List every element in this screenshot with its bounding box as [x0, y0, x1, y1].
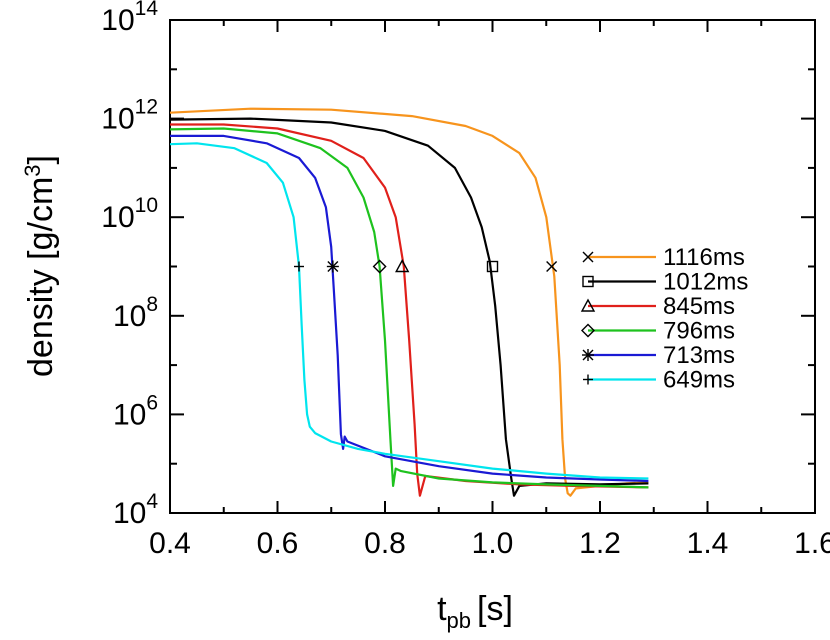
legend-label: 1012ms — [663, 269, 748, 296]
y-axis-ticks: 104 106 108 1010 1012 1014 — [101, 0, 815, 530]
x-tick-label: 0.8 — [364, 527, 406, 560]
legend-label: 649ms — [663, 367, 735, 394]
series-line-649ms — [170, 142, 649, 480]
y-tick-label: 106 — [113, 391, 158, 431]
legend-marker — [582, 349, 594, 361]
data-marker-1012ms — [486, 260, 499, 273]
x-tick-label: 1.0 — [472, 527, 514, 560]
series-markers — [294, 259, 558, 274]
y-axis-title-superscript: 3 — [20, 164, 45, 176]
y-tick-label: 1014 — [101, 0, 158, 37]
y-axis-title-main: density [g/cm — [22, 177, 60, 377]
data-marker-713ms — [326, 260, 339, 273]
y-tick-label: 104 — [113, 490, 158, 530]
x-tick-label: 0.4 — [149, 527, 191, 560]
y-axis-title: density [g/cm3] — [20, 155, 60, 377]
x-tick-label: 1.6 — [794, 527, 830, 560]
legend-item: 845ms — [580, 293, 735, 320]
legend-label: 845ms — [663, 293, 735, 320]
x-axis-ticks: 0.4 0.6 0.8 1.0 1.2 1.4 1.6 — [149, 20, 830, 560]
x-tick-label: 0.6 — [257, 527, 299, 560]
series-line-845ms — [170, 123, 649, 497]
legend-item: 1012ms — [582, 269, 748, 296]
legend-item: 649ms — [583, 367, 735, 394]
legend-marker — [581, 323, 595, 338]
series-line-1012ms — [170, 117, 649, 497]
y-tick-label: 1012 — [101, 96, 158, 136]
x-axis-title-unit: [s] — [477, 590, 513, 628]
series-line-713ms — [170, 134, 649, 483]
legend-marker — [583, 374, 593, 385]
legend-marker — [582, 275, 594, 288]
legend-item: 796ms — [581, 318, 735, 345]
x-axis-title-main: t — [437, 590, 447, 628]
y-tick-label: 108 — [113, 293, 158, 333]
data-marker-1116ms — [546, 261, 558, 272]
legend-label: 713ms — [663, 342, 735, 369]
legend-item: 713ms — [582, 342, 735, 369]
legend-marker — [582, 251, 594, 263]
x-tick-label: 1.4 — [687, 527, 729, 560]
series-line-1116ms — [170, 107, 649, 497]
data-marker-649ms — [294, 261, 304, 272]
x-tick-label: 1.2 — [579, 527, 621, 560]
series-line-796ms — [170, 127, 649, 489]
y-tick-label: 1010 — [101, 194, 158, 234]
legend-label: 796ms — [663, 318, 735, 345]
series-lines — [170, 107, 649, 497]
legend-label: 1116ms — [663, 244, 745, 271]
x-axis-title: tpb [s] — [437, 590, 513, 633]
data-marker-796ms — [372, 259, 387, 274]
legend-marker — [580, 298, 596, 312]
x-axis-title-subscript: pb — [447, 608, 471, 633]
data-marker-845ms — [395, 259, 410, 273]
legend-item: 1116ms — [582, 244, 745, 271]
y-axis-title-close: ] — [22, 155, 60, 164]
